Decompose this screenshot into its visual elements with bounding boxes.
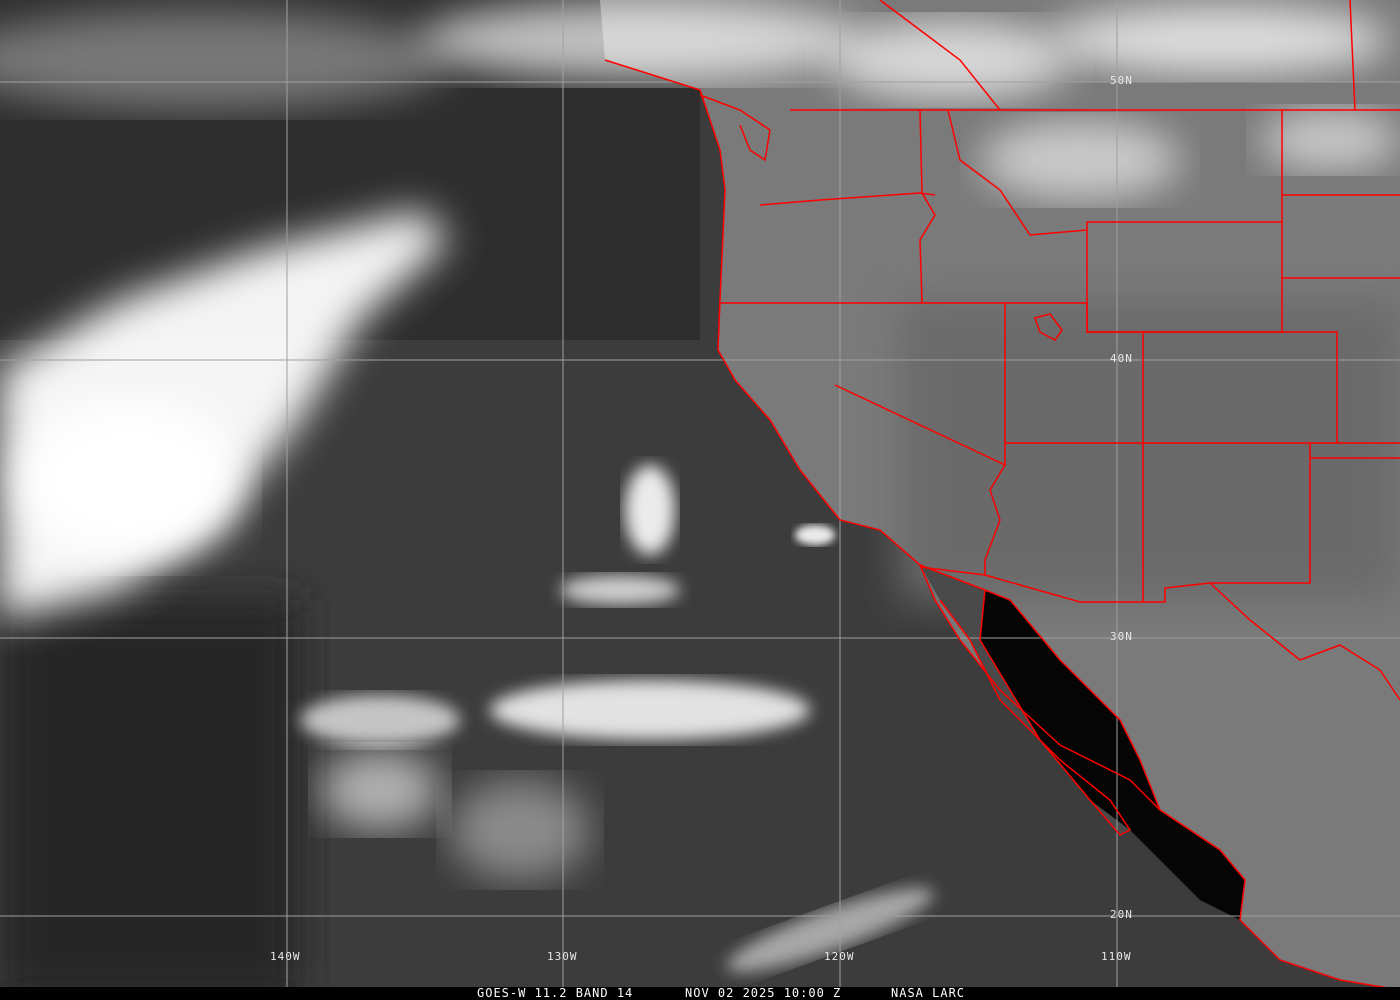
- coastline: [604, 59, 1400, 991]
- colorado: [1143, 331, 1338, 444]
- gulf-of-california: [980, 590, 1245, 920]
- great-salt-lake: [1034, 313, 1063, 341]
- lon-label-140w: 140W: [270, 950, 301, 963]
- idaho-montana: [947, 109, 1088, 236]
- lon-label-110w: 110W: [1101, 950, 1132, 963]
- lat-label-20n: 20N: [1110, 908, 1133, 921]
- baja-coast: [919, 564, 1132, 836]
- lat-label-50n: 50N: [1110, 74, 1133, 87]
- political-boundaries: [604, 0, 1400, 991]
- lon-label-120w: 120W: [824, 950, 855, 963]
- caption-bar: GOES-W 11.2 BAND 14 NOV 02 2025 10:00 Z …: [0, 987, 1400, 1000]
- washington-oregon: [759, 192, 936, 206]
- idaho-west: [919, 109, 936, 304]
- new-mexico: [1143, 443, 1311, 603]
- caption-source: NASA LARC: [891, 986, 966, 1000]
- caption-satellite: GOES-W 11.2 BAND 14: [477, 986, 634, 1000]
- puget-sound: [699, 94, 771, 162]
- lat-label-40n: 40N: [1110, 352, 1133, 365]
- mainland-gulf-coast: [984, 589, 1161, 811]
- caption-datetime: NOV 02 2025 10:00 Z: [685, 986, 842, 1000]
- utah: [1005, 302, 1144, 444]
- arizona: [984, 443, 1144, 603]
- us-mexico-border: [919, 566, 986, 576]
- lon-label-130w: 130W: [547, 950, 578, 963]
- rio-grande: [1209, 582, 1400, 701]
- lat-label-30n: 30N: [1110, 630, 1133, 643]
- ocean-southwest: [0, 600, 300, 1000]
- land-shade: [900, 300, 1400, 600]
- baja-peninsula: [920, 565, 1130, 835]
- california-nevada: [834, 384, 1007, 575]
